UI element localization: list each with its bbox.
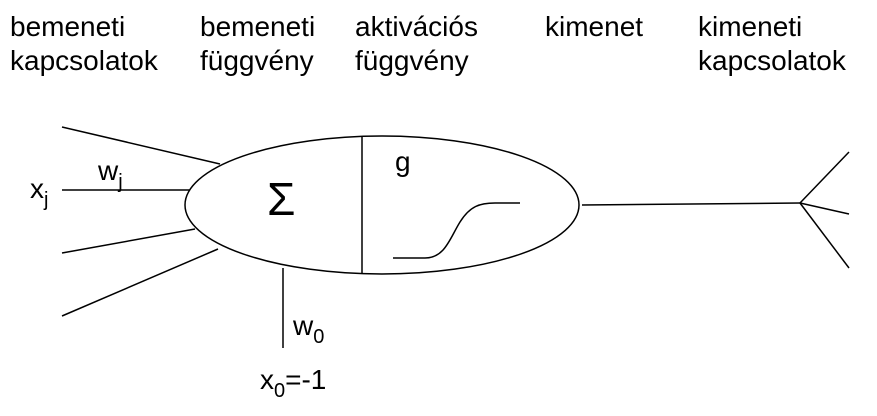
output-connection-line [799,151,850,204]
header-output-connections: kimeneti kapcsolatok [698,10,846,78]
input-connection-line [61,126,221,165]
weight-wj-label: wj [98,155,123,193]
header-line: kapcsolatok [10,45,158,76]
header-line: bemeneti [200,11,316,42]
header-line: aktivációs [355,11,478,42]
output-connection-line [799,202,850,269]
header-input-connections: bemeneti kapcsolatok [10,10,158,78]
output-line [581,202,801,206]
input-connection-line [61,248,219,317]
label-text: =-1 [285,364,327,395]
header-line: kimenet [545,11,644,42]
header-line: bemeneti [10,11,126,42]
activation-g-label: g [395,146,411,177]
label-text: w [293,310,314,341]
header-activation-function: aktivációs függvény [355,10,478,78]
label-subscript: 0 [274,380,286,402]
label-text: x [30,173,44,204]
label-subscript: j [118,171,123,193]
header-line: függvény [200,45,314,76]
output-connection-line [799,202,850,215]
bias-weight-label: w0 [293,310,324,348]
label-subscript: j [44,189,49,211]
header-line: függvény [355,45,469,76]
label-subscript: 0 [313,326,325,348]
header-line: kimeneti [698,11,803,42]
sum-symbol: Σ [267,173,296,225]
input-xj-label: xj [30,173,48,211]
label-text: x [260,364,274,395]
header-line: kapcsolatok [698,45,846,76]
header-input-function: bemeneti függvény [200,10,315,78]
header-output: kimenet [545,10,643,44]
label-text: w [98,155,119,186]
neuron-body [184,135,580,275]
bias-input-label: x0=-1 [260,364,327,402]
input-connection-line [61,228,196,254]
sigmoid-curve [393,202,520,259]
